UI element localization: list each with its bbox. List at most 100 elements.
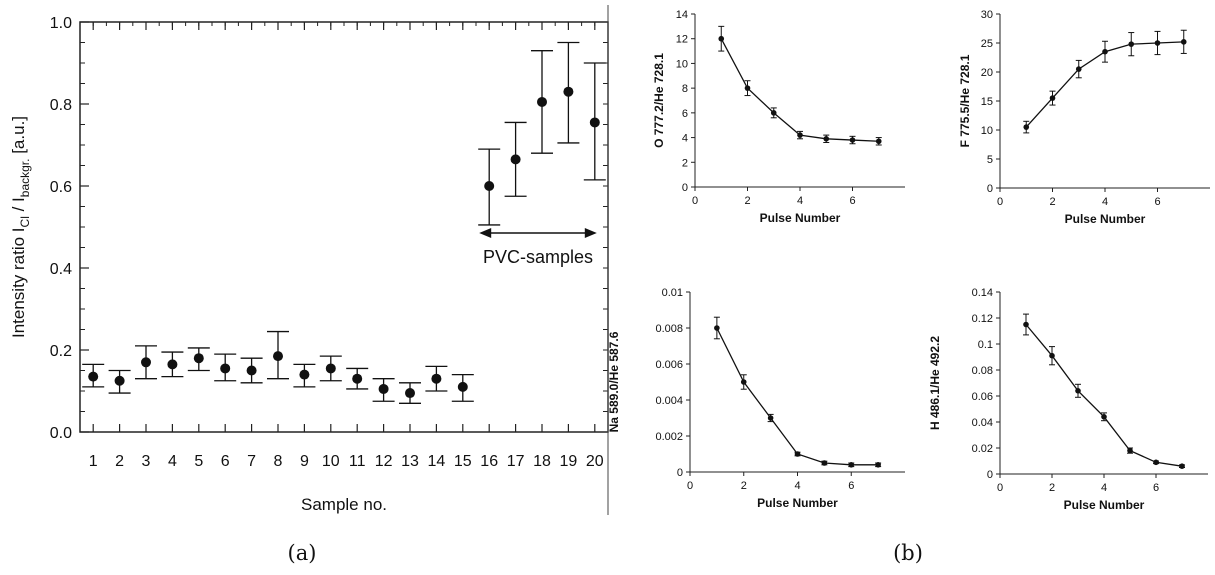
data-point xyxy=(1023,124,1030,130)
y-tick-label: 0.0 xyxy=(50,425,72,442)
data-point xyxy=(1128,41,1135,47)
y-tick-label: 0.4 xyxy=(50,261,72,278)
x-axis-title: Pulse Number xyxy=(757,496,838,510)
x-axis-title: Pulse Number xyxy=(760,211,841,225)
x-tick-label: 6 xyxy=(848,480,854,492)
y-tick-label: 30 xyxy=(981,9,993,21)
x-tick-label: 0 xyxy=(997,196,1003,208)
data-point xyxy=(714,325,720,331)
x-tick-label: 4 xyxy=(168,453,177,470)
x-tick-label: 2 xyxy=(115,453,124,470)
y-tick-label: 0.1 xyxy=(978,339,993,351)
data-point xyxy=(246,365,257,376)
data-point xyxy=(797,132,803,138)
x-tick-label: 0 xyxy=(692,195,698,207)
x-tick-label: 17 xyxy=(507,453,525,470)
x-tick-label: 19 xyxy=(560,453,578,470)
data-point xyxy=(1023,321,1029,328)
y-tick-label: 10 xyxy=(981,125,993,137)
y-tick-label: 0.14 xyxy=(972,287,993,299)
data-point xyxy=(1075,66,1082,72)
y-tick-label: 10 xyxy=(676,58,688,70)
data-point xyxy=(405,388,415,399)
y-axis-title: F 775.5/He 728.1 xyxy=(958,54,972,147)
data-point xyxy=(220,363,231,374)
data-point xyxy=(744,85,751,91)
data-point xyxy=(537,96,547,107)
data-point xyxy=(378,383,389,394)
x-tick-label: 4 xyxy=(794,480,800,492)
data-point xyxy=(1102,48,1108,55)
y-tick-label: 0.12 xyxy=(972,313,993,325)
y-axis-title: O 777.2/He 728.1 xyxy=(652,53,666,148)
plot-frame xyxy=(79,21,609,433)
x-tick-label: 10 xyxy=(322,453,340,470)
data-point xyxy=(457,381,468,392)
y-tick-label: 0.2 xyxy=(50,343,72,360)
data-point xyxy=(299,369,310,380)
y-tick-label: 0.004 xyxy=(655,395,683,407)
x-tick-label: 6 xyxy=(849,195,855,207)
y-tick-label: 6 xyxy=(682,108,688,120)
data-point xyxy=(1179,463,1185,470)
y-tick-label: 0.04 xyxy=(972,417,993,429)
annotation-label: PVC-samples xyxy=(483,247,593,267)
x-axis-title: Pulse Number xyxy=(1065,212,1146,226)
x-tick-label: 4 xyxy=(1102,196,1108,208)
x-tick-label: 4 xyxy=(797,195,803,207)
caption-a: (a) xyxy=(288,541,317,565)
y-tick-label: 0.006 xyxy=(655,359,683,371)
data-point xyxy=(875,462,881,468)
x-tick-label: 18 xyxy=(533,453,551,470)
x-tick-label: 0 xyxy=(687,480,693,492)
series-line xyxy=(1025,324,1183,467)
series-line xyxy=(720,38,879,142)
x-tick-label: 2 xyxy=(744,195,750,207)
data-point xyxy=(848,462,855,468)
y-tick-label: 0.02 xyxy=(972,443,993,455)
x-axis-title: Pulse Number xyxy=(1064,498,1145,512)
x-tick-label: 5 xyxy=(194,453,203,470)
y-tick-label: 8 xyxy=(682,83,688,95)
annotation-arrowhead-left xyxy=(479,228,492,238)
y-tick-label: 25 xyxy=(981,38,993,50)
data-point xyxy=(794,451,801,457)
x-axis-title: Sample no. xyxy=(301,495,387,514)
x-tick-label: 7 xyxy=(247,453,256,470)
x-tick-label: 1 xyxy=(89,453,98,470)
y-axis-title: Intensity ratio ICl / Ibackgr. [a.u.] xyxy=(9,116,32,338)
x-tick-label: 6 xyxy=(1154,196,1160,208)
x-tick-label: 2 xyxy=(1049,196,1055,208)
data-point xyxy=(1154,40,1161,46)
y-tick-label: 2 xyxy=(682,157,688,169)
x-tick-label: 0 xyxy=(997,482,1003,494)
caption-b: (b) xyxy=(893,541,923,565)
chart-b-fluorine: 0 5 10 15 20 25 30 0 2 4 6 Pulse Number F 775.5/He 7… xyxy=(958,9,1210,226)
data-point xyxy=(1101,414,1107,420)
x-tick-label: 6 xyxy=(1153,482,1159,494)
y-axis-title: H 486.1/He 492.2 xyxy=(928,336,942,430)
x-tick-label: 6 xyxy=(221,453,230,470)
x-tick-label: 4 xyxy=(1101,482,1107,494)
chart-b-oxygen: 0 2 4 6 8 10 12 14 0 2 4 6 Pulse Number O 777.2/He 72… xyxy=(652,9,905,225)
y-tick-label: 15 xyxy=(981,96,993,108)
y-tick-label: 1.0 xyxy=(50,15,72,32)
data-point xyxy=(1180,39,1187,45)
data-point xyxy=(114,375,125,386)
data-point xyxy=(740,379,747,385)
data-point xyxy=(1153,459,1159,466)
data-point xyxy=(431,373,442,384)
data-point xyxy=(1075,388,1081,394)
y-tick-label: 0 xyxy=(987,183,993,195)
chart-b-hydrogen: 0 0.02 0.04 0.06 0.08 0.1 0.12 0.14 0 2 4 6 Pulse Nu… xyxy=(928,287,1208,512)
data-point xyxy=(849,137,856,143)
data-point xyxy=(193,353,204,364)
data-point xyxy=(767,415,774,421)
x-tick-label: 20 xyxy=(586,453,604,470)
data-point xyxy=(875,138,882,145)
x-tick-label: 2 xyxy=(741,480,747,492)
data-point xyxy=(1049,95,1056,101)
x-tick-label: 11 xyxy=(349,453,366,470)
chart-a: 0.00.20.40.60.81.01 2 3 4 5 6 7 8 9 10 11 12 13 14 15 1… xyxy=(9,15,609,514)
